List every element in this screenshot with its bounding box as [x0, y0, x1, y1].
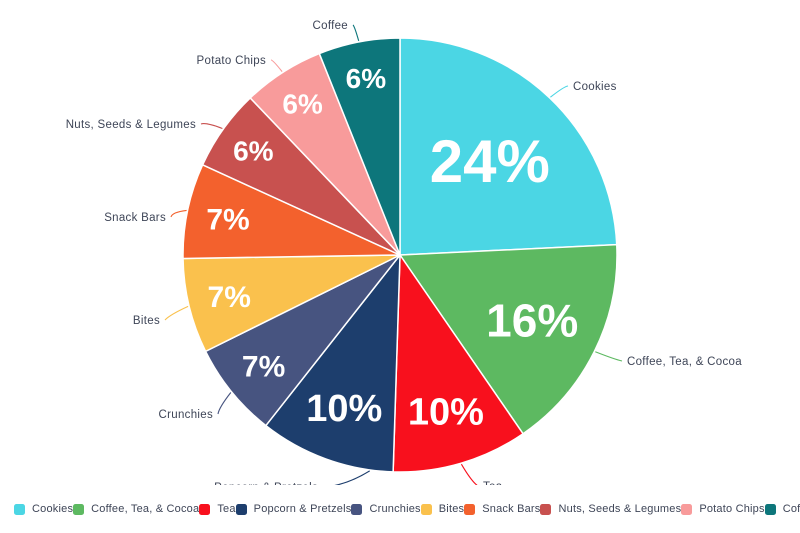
pie-value-label-coffee: 6%: [346, 63, 387, 94]
pie-chart: 24% Cookies 16% Coffee, Tea, & Cocoa 10% Tea 1…: [66, 20, 742, 485]
leader-line-crunchies: [217, 392, 232, 415]
legend-swatch-coffee-tea-cocoa: [73, 503, 85, 515]
legend-item-crunchies[interactable]: Crunchies: [351, 503, 421, 515]
legend-item-coffee[interactable]: Coffee: [764, 503, 800, 515]
legend-label: Coffee: [782, 503, 800, 515]
pie-value-label-tea: 10%: [408, 392, 484, 434]
pie-category-label-popcorn-pretzels: Popcorn & Pretzels: [214, 482, 318, 485]
pie-slice-coffee[interactable]: [318, 37, 401, 256]
legend-item-tea[interactable]: Tea: [199, 503, 235, 515]
legend-label: Bites: [438, 503, 465, 515]
legend-label: Crunchies: [369, 503, 421, 515]
legend-item-snack-bars[interactable]: Snack Bars: [464, 503, 540, 515]
legend-label: Tea: [217, 503, 236, 515]
legend-item-popcorn-pretzels[interactable]: Popcorn & Pretzels: [235, 503, 352, 515]
legend-swatch-nuts-seeds-legumes: [540, 503, 552, 515]
pie-value-label-snack-bars: 7%: [206, 204, 249, 237]
pie-category-label-potato-chips: Potato Chips: [197, 55, 266, 67]
pie-category-label-cookies: Cookies: [573, 81, 617, 93]
leader-line-coffee-tea-cocoa: [595, 351, 623, 362]
pie-category-label-tea: Tea: [483, 481, 503, 485]
legend-swatch-coffee: [764, 503, 776, 515]
leader-line-nuts-seeds-legumes: [200, 123, 223, 130]
pie-slice-cookies[interactable]: [399, 37, 618, 256]
leader-line-cookies: [550, 85, 569, 98]
pie-value-label-bites: 7%: [208, 281, 251, 314]
legend-item-potato-chips[interactable]: Potato Chips: [681, 503, 765, 515]
pie-category-label-coffee-tea-cocoa: Coffee, Tea, & Cocoa: [627, 356, 742, 368]
pie-category-label-nuts-seeds-legumes: Nuts, Seeds & Legumes: [66, 119, 196, 131]
chart-legend: Cookies Coffee, Tea, & Cocoa Tea Popcorn & …: [0, 485, 800, 533]
pie-value-label-coffee-tea-cocoa: 16%: [486, 295, 578, 347]
legend-swatch-bites: [420, 503, 432, 515]
pie-slice-coffee-tea-cocoa[interactable]: [399, 243, 618, 435]
legend-item-cookies[interactable]: Cookies: [14, 503, 73, 515]
legend-swatch-potato-chips: [681, 503, 693, 515]
pie-slice-popcorn-pretzels[interactable]: [265, 254, 401, 473]
legend-swatch-crunchies: [351, 503, 363, 515]
legend-swatch-cookies: [14, 503, 25, 515]
leader-line-tea: [460, 463, 478, 485]
pie-category-label-bites: Bites: [133, 315, 160, 327]
legend-label: Nuts, Seeds & Legumes: [558, 503, 682, 515]
legend-swatch-tea: [199, 503, 211, 515]
legend-swatch-popcorn-pretzels: [235, 503, 247, 515]
legend-label: Cookies: [32, 503, 74, 515]
legend-swatch-snack-bars: [464, 503, 476, 515]
pie-value-label-nuts-seeds-legumes: 6%: [233, 135, 274, 166]
legend-label: Popcorn & Pretzels: [253, 503, 352, 515]
leader-line-coffee: [352, 24, 360, 42]
legend-label: Snack Bars: [482, 503, 541, 515]
pie-value-label-popcorn-pretzels: 10%: [306, 388, 382, 430]
pie-value-label-cookies: 24%: [430, 128, 550, 195]
legend-label: Potato Chips: [699, 503, 765, 515]
pie-category-label-crunchies: Crunchies: [159, 409, 213, 421]
legend-item-nuts-seeds-legumes[interactable]: Nuts, Seeds & Legumes: [540, 503, 681, 515]
leader-line-bites: [164, 305, 189, 321]
pie-slice-tea[interactable]: [392, 254, 524, 473]
pie-category-label-coffee: Coffee: [313, 20, 348, 32]
pie-value-label-crunchies: 7%: [242, 350, 285, 383]
leader-line-potato-chips: [270, 59, 283, 72]
legend-label: Coffee, Tea, & Cocoa: [91, 503, 200, 515]
legend-item-coffee-tea-cocoa[interactable]: Coffee, Tea, & Cocoa: [73, 503, 199, 515]
pie-category-label-snack-bars: Snack Bars: [104, 212, 166, 224]
legend-item-bites[interactable]: Bites: [420, 503, 465, 515]
leader-line-snack-bars: [170, 209, 187, 218]
pie-value-label-potato-chips: 6%: [282, 88, 323, 119]
leader-line-popcorn-pretzels: [334, 470, 370, 485]
